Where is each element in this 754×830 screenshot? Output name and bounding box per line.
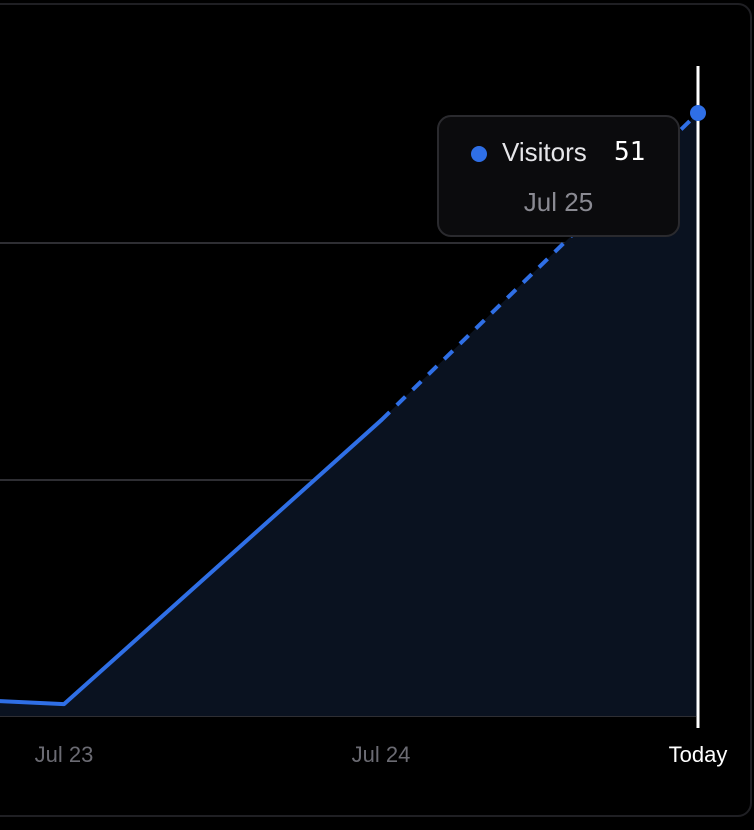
x-tick-label: Jul 23 bbox=[35, 742, 94, 767]
series-line-solid bbox=[0, 418, 383, 707]
series-line-projected bbox=[379, 111, 700, 422]
series-color-dot-icon bbox=[471, 146, 487, 162]
series-area-fill bbox=[0, 113, 698, 716]
chart-tooltip: Visitors 51 Jul 25 bbox=[437, 115, 680, 237]
x-axis-ticks: Jul 23 Jul 24 Today bbox=[35, 742, 728, 767]
tooltip-series-name: Visitors bbox=[502, 137, 587, 167]
x-tick-label: Today bbox=[669, 742, 728, 767]
x-tick-label: Jul 24 bbox=[352, 742, 411, 767]
tooltip-value: 51 bbox=[614, 137, 646, 167]
active-data-point[interactable] bbox=[690, 105, 706, 121]
tooltip-date: Jul 25 bbox=[523, 187, 594, 217]
